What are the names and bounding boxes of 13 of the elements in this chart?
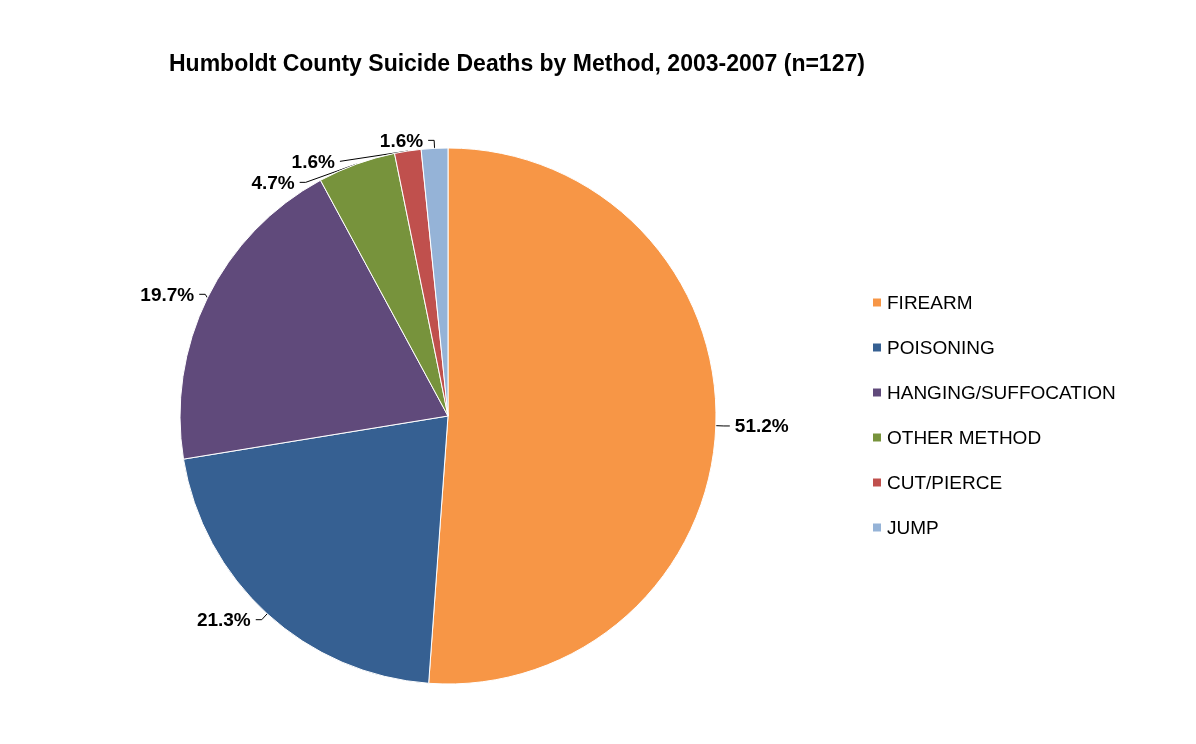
data-label: 1.6% (291, 150, 336, 172)
data-label: 4.7% (251, 171, 295, 193)
data-label: 21.3% (196, 609, 251, 631)
data-label: 51.2% (734, 415, 789, 437)
legend-label: CUT/PIERCE (887, 472, 1003, 493)
legend-label: HANGING/SUFFOCATION (887, 382, 1116, 403)
data-label: 19.7% (140, 283, 195, 305)
legend-label: POISONING (887, 337, 995, 358)
chart-title: Humboldt County Suicide Deaths by Method, 2003-2007 (n=127) (169, 49, 865, 76)
legend-label: JUMP (887, 517, 939, 538)
data-label: 1.6% (379, 129, 424, 151)
legend-label: FIREARM (887, 292, 973, 313)
legend-label: OTHER METHOD (887, 427, 1042, 448)
